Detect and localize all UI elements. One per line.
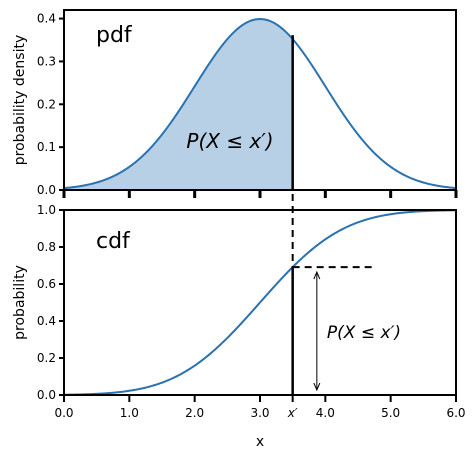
pdf-curve [63, 18, 457, 190]
pdf-shaded-area [64, 19, 293, 191]
cdf-panel: 0.0 0.2 0.4 0.6 0.8 1.0 0.0 1.0 2.0 3.0 x′ 4.0 5.0 6… [12, 194, 466, 450]
cdf-x-tick-label: 0.0 [54, 406, 73, 420]
cdf-x-tick-label: 5.0 [381, 406, 400, 420]
pdf-y-tick-label: 0.2 [37, 97, 56, 111]
cdf-x-tick-label: 3.0 [250, 406, 269, 420]
cdf-probability-arrow [313, 270, 321, 392]
pdf-y-axis: 0.0 0.1 0.2 0.3 0.4 [37, 12, 64, 197]
pdf-y-tick-label: 0.3 [37, 54, 56, 68]
cdf-y-tick-label: 0.2 [37, 351, 56, 365]
cdf-arrow-head-up [313, 270, 321, 280]
pdf-probability-annotation: P(X ≤ x′) [186, 129, 273, 153]
cdf-x-tick-label: 6.0 [446, 406, 465, 420]
cdf-y-tick-label: 0.8 [37, 240, 56, 254]
pdf-y-axis-label: probability density [12, 35, 28, 165]
cdf-y-axis: 0.0 0.2 0.4 0.6 0.8 1.0 [37, 203, 64, 402]
cdf-x-axis: 0.0 1.0 2.0 3.0 x′ 4.0 5.0 6.0 [54, 395, 466, 420]
cdf-y-tick-label: 1.0 [37, 203, 56, 217]
cdf-probability-annotation: P(X ≤ x′) [327, 323, 401, 343]
cdf-curve [63, 209, 457, 396]
cdf-arrow-head-down [313, 382, 321, 392]
pdf-title: pdf [96, 23, 133, 48]
pdf-panel: 0.00.10.20.30.4 pdf probability density … [12, 9, 458, 198]
cdf-y-tick-label: 0.6 [37, 277, 56, 291]
cdf-y-tick-label: 0.0 [37, 388, 56, 402]
cdf-y-tick-label: 0.4 [37, 314, 56, 328]
pdf-y-tick-label: 0.4 [37, 12, 56, 26]
pdf-y-tick-label: 0.0 [37, 183, 56, 197]
pdf-y-tick-label: 0.1 [37, 140, 56, 154]
cdf-x-tick-label: 1.0 [120, 406, 139, 420]
pdf-x-axis [62, 190, 458, 198]
cdf-x-tick-label: 4.0 [316, 406, 335, 420]
cdf-title: cdf [96, 229, 131, 254]
cdf-y-axis-label: probability [12, 265, 28, 340]
cdf-x-tick-label: 2.0 [185, 406, 204, 420]
cdf-x-axis-label: x [256, 434, 264, 450]
cdf-x-tick-label: x′ [287, 406, 298, 420]
